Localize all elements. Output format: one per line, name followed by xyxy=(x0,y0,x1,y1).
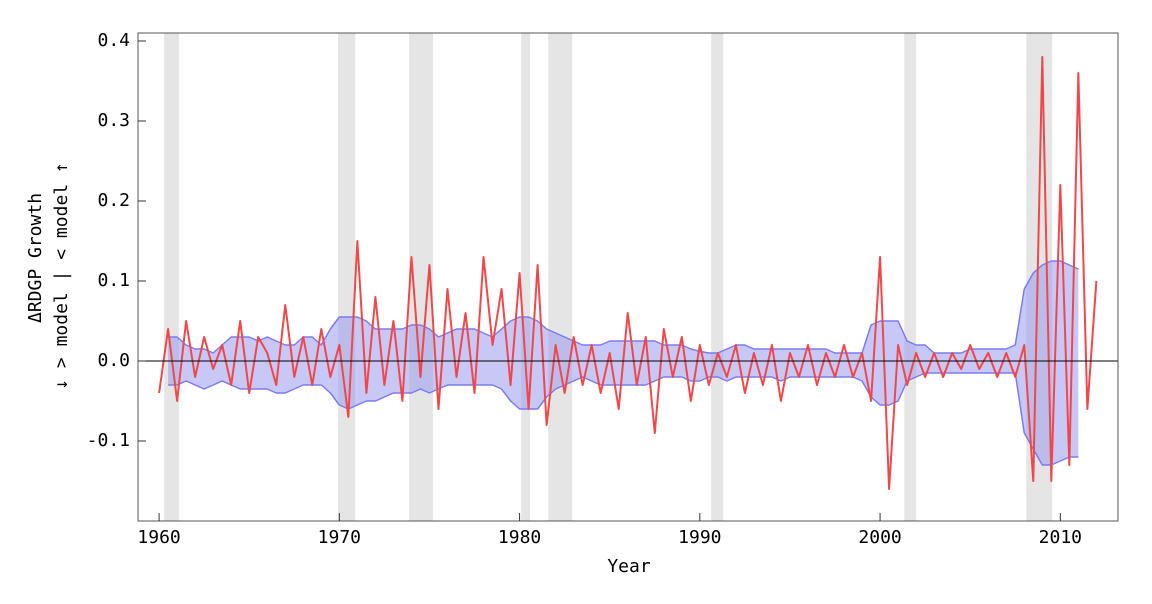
x-tick-label: 2010 xyxy=(1039,527,1082,548)
y-tick-label: -0.1 xyxy=(87,430,130,451)
y-tick-label: 0.1 xyxy=(97,270,130,291)
recession-shade xyxy=(521,33,531,521)
band-edge xyxy=(168,372,1079,466)
y-tick-label: 0.4 xyxy=(97,30,130,51)
recession-shade xyxy=(338,33,356,521)
recession-shade xyxy=(164,33,179,521)
recession-shade xyxy=(904,33,917,521)
y-tick-label: 0.0 xyxy=(97,350,130,371)
x-tick-label: 2000 xyxy=(858,527,901,548)
recession-shade xyxy=(548,33,573,521)
plot-frame xyxy=(137,32,1119,522)
y-axis-label: ↓ > model | < model ↑ xyxy=(51,162,72,390)
recession-shade xyxy=(711,33,724,521)
y-axis-label: ΔRDGP Growth xyxy=(25,193,46,323)
x-tick-label: 1980 xyxy=(498,527,541,548)
x-axis-label: Year xyxy=(607,556,651,577)
series-line xyxy=(158,56,1098,490)
x-tick-label: 1990 xyxy=(678,527,721,548)
x-tick-label: 1960 xyxy=(137,527,180,548)
y-tick-label: 0.2 xyxy=(97,190,130,211)
x-tick-label: 1970 xyxy=(318,527,361,548)
y-tick-label: 0.3 xyxy=(97,110,130,131)
recession-shade xyxy=(409,33,434,521)
